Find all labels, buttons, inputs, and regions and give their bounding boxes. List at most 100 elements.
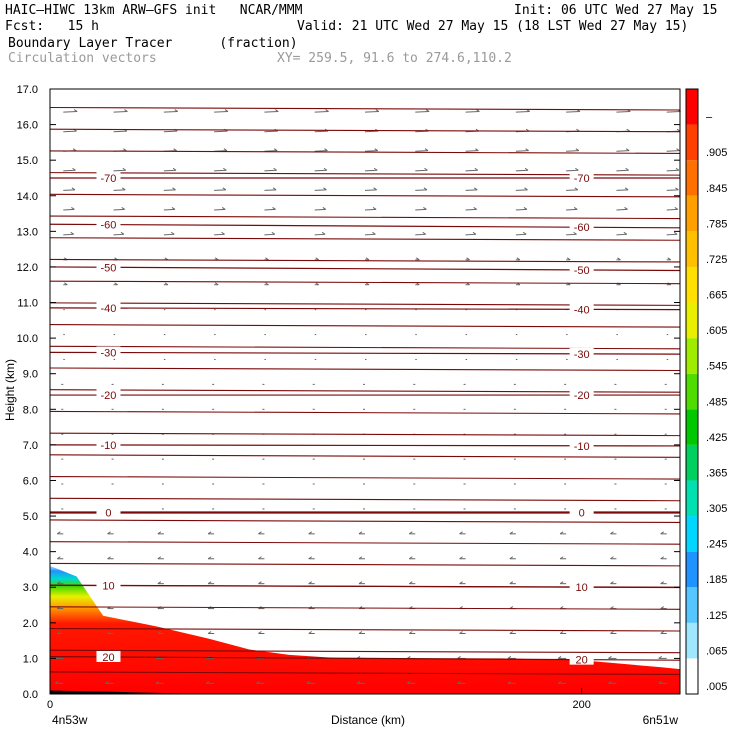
vector-shaft (214, 169, 227, 172)
boundary-layer-tracer-shading (50, 565, 680, 694)
vector-shaft (616, 208, 628, 211)
vector-head (373, 187, 377, 191)
vector-head (457, 655, 461, 659)
contour-label: -10 (101, 440, 117, 452)
colorbar-label: .185 (706, 574, 727, 586)
potential-temperature-line (49, 215, 681, 220)
vector-head (658, 680, 662, 684)
vector-head (459, 581, 463, 585)
vector-shaft (63, 111, 78, 113)
vector-head (372, 231, 376, 235)
vector-head (623, 231, 628, 235)
y-axis-label: Height (km) (3, 359, 17, 421)
vector-head (258, 556, 262, 560)
vector-head (409, 556, 413, 560)
vector-head (214, 257, 219, 261)
vector-head (409, 631, 413, 634)
potential-temperature-line (49, 324, 681, 328)
colorbar-label: .365 (706, 467, 727, 479)
vector-shaft (314, 111, 329, 113)
vector-shaft (214, 233, 225, 236)
vector-shaft (163, 233, 175, 236)
vector-head (675, 167, 680, 171)
vector-head (164, 282, 169, 286)
potential-temperature-line (49, 627, 681, 632)
vector-head (306, 680, 310, 684)
vector-head (55, 680, 59, 684)
y-tick-label: 3.0 (23, 582, 38, 594)
vector-shaft (566, 169, 579, 172)
vector-shaft (666, 111, 681, 113)
contour-label: -20 (574, 390, 590, 402)
vector-head (557, 655, 562, 659)
vector-shaft (566, 233, 577, 236)
colorbar-swatch (686, 409, 698, 445)
vector-head (423, 206, 427, 210)
colorbar-swatch (686, 587, 698, 623)
vector-shaft (415, 189, 427, 191)
contour-label: 20 (102, 652, 114, 664)
vector-head (57, 631, 61, 634)
vector-head (617, 257, 621, 261)
vector-shaft (364, 233, 376, 236)
vector-shaft (515, 169, 529, 172)
vector-head (70, 231, 74, 235)
vector-head (424, 148, 429, 152)
potential-temperature-line (49, 106, 681, 111)
colorbar-label: .065 (706, 645, 727, 657)
vector-head (525, 148, 529, 152)
vector-shaft (264, 189, 277, 191)
vector-shaft (415, 150, 429, 152)
colorbar-label: .125 (706, 610, 727, 622)
colorbar-label: .425 (706, 432, 727, 444)
vector-head (660, 556, 664, 560)
vector-head (172, 167, 177, 171)
vector-head (223, 148, 228, 152)
vector-head (265, 282, 269, 286)
vector-head (272, 187, 277, 191)
vector-shaft (666, 189, 679, 191)
vector-head (472, 231, 477, 235)
vector-head (610, 581, 614, 585)
vector-head (308, 556, 312, 560)
vector-head (559, 631, 564, 634)
colorbar-label: .665 (706, 290, 727, 302)
vector-head (114, 282, 118, 286)
vector-shaft (163, 189, 176, 191)
contour-label-bg (569, 347, 594, 359)
vector-head (507, 680, 512, 684)
vector-shaft (113, 169, 126, 172)
vector-head (157, 631, 162, 634)
vector-head (573, 231, 577, 235)
y-tick-label: 4.0 (23, 547, 38, 559)
vector-head (507, 655, 512, 659)
contour-label-bg (96, 261, 121, 273)
vector-shaft (364, 111, 379, 113)
y-tick-label: 1.0 (23, 653, 38, 665)
contour-label: -70 (101, 173, 117, 185)
vector-head (459, 631, 463, 634)
vector-head (71, 206, 75, 210)
vector-head (375, 109, 380, 112)
colorbar-label: .305 (706, 503, 727, 515)
contour-label-bg (569, 263, 594, 275)
colorbar-swatch (686, 231, 698, 267)
colorbar-swatch (686, 266, 698, 303)
vector-head (610, 631, 614, 634)
potential-temperature-line (49, 128, 681, 133)
vector-shaft (163, 169, 177, 172)
vector-head (516, 257, 521, 261)
vector-head (457, 680, 461, 684)
colorbar-label: .725 (706, 254, 727, 266)
vector-head (207, 631, 212, 634)
contour-label: -40 (574, 304, 590, 316)
vector-head (323, 167, 328, 171)
vector-head (358, 531, 363, 535)
vector-head (273, 148, 278, 152)
vector-head (660, 531, 664, 535)
vector-shaft (515, 233, 527, 236)
contour-label: -70 (574, 173, 590, 185)
vector-head (509, 531, 514, 535)
contour-label: 10 (102, 581, 114, 593)
vector-head (308, 531, 312, 535)
